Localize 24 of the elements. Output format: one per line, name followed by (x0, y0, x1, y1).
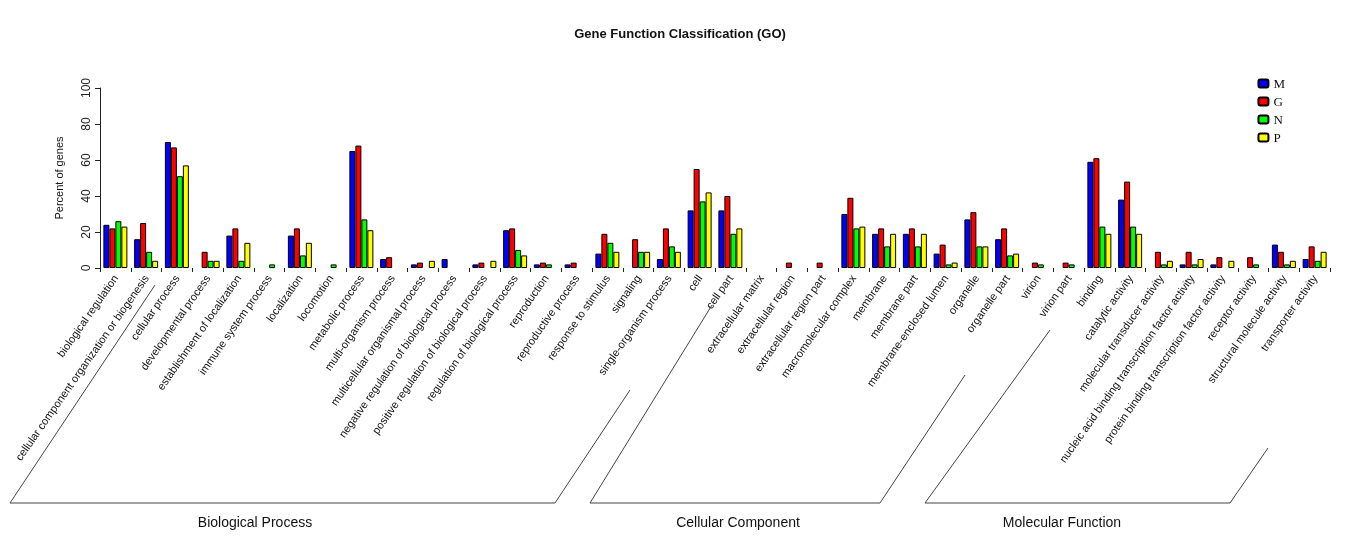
text: Biological Process (197, 514, 313, 530)
bar (490, 260, 497, 268)
y-tick-label: 100 (79, 77, 93, 99)
y-tick-label: 80 (79, 117, 93, 131)
bar (1228, 260, 1235, 268)
chart-title: Gene Function Classification (GO) (574, 26, 786, 41)
y-tick-label: 40 (79, 189, 93, 203)
bar (428, 260, 435, 268)
y-tick-label: 60 (79, 153, 93, 167)
legend-label: P (1273, 130, 1281, 145)
bar (269, 264, 276, 268)
legend-label: N (1273, 112, 1284, 127)
x-tick-label: cell (685, 272, 705, 293)
legend-label: G (1273, 94, 1283, 109)
y-tick-label: 20 (79, 225, 93, 239)
bar (441, 259, 448, 268)
legend-label: M (1273, 76, 1286, 91)
text: Cellular Component (676, 514, 800, 530)
bar (816, 262, 823, 268)
y-axis-title: Percent of genes (52, 135, 65, 220)
text: Molecular Function (1002, 514, 1122, 530)
bar (330, 264, 337, 268)
y-tick-label: 0 (79, 264, 93, 272)
bar (785, 262, 792, 268)
